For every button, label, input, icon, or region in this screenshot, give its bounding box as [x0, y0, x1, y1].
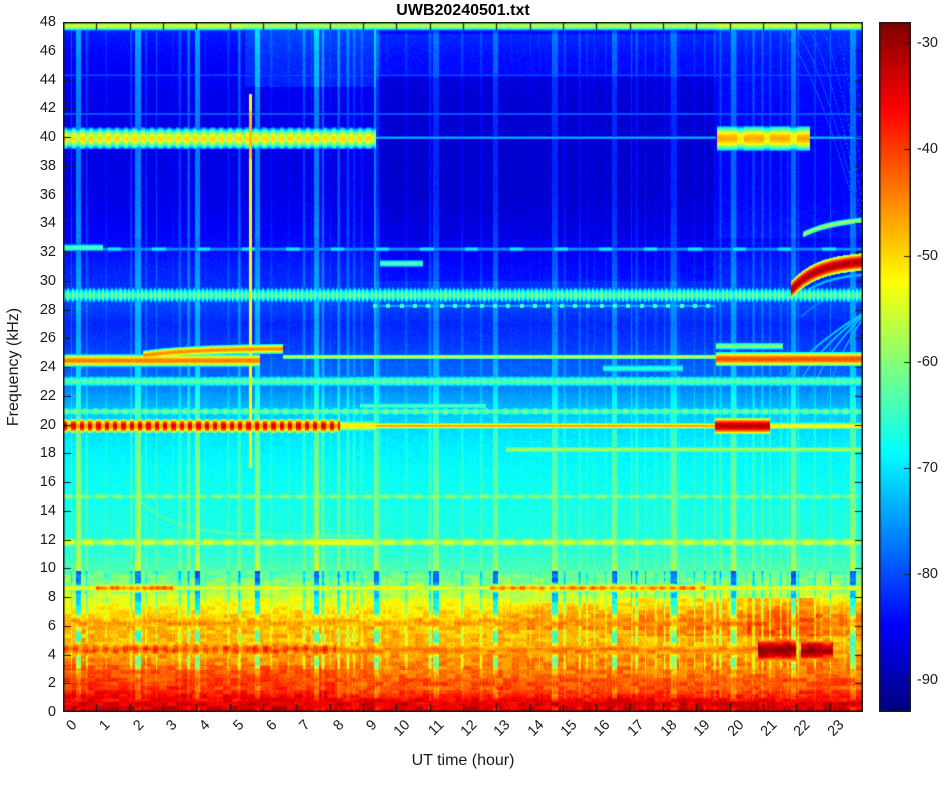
spectrogram-plot-area — [63, 22, 863, 712]
colorbar-tick-label: -70 — [917, 459, 938, 476]
y-tick-label: 22 — [39, 387, 56, 404]
x-tick-label: 10 — [390, 717, 414, 740]
y-tick-label: 24 — [39, 359, 56, 375]
y-tick-label: 46 — [39, 42, 56, 59]
colorbar — [879, 22, 911, 712]
x-tick-label: 12 — [457, 717, 481, 740]
y-tick-label: 20 — [39, 416, 56, 433]
x-tick-label: 13 — [490, 717, 514, 740]
x-tick-label: 7 — [296, 717, 314, 735]
y-axis-label: Frequency (kHz) — [5, 307, 22, 427]
x-tick-label: 1 — [96, 717, 114, 735]
colorbar-tick-label: -30 — [917, 35, 938, 52]
y-tick-label: 48 — [39, 14, 56, 30]
y-tick-label: 26 — [39, 330, 56, 347]
x-tick-label: 19 — [690, 717, 714, 740]
x-tick-label: 23 — [824, 717, 847, 740]
colorbar-tick-label: -40 — [917, 141, 938, 158]
colorbar-tick-label: -60 — [917, 353, 938, 370]
y-tick-label: 10 — [39, 560, 56, 577]
chart-title: UWB20240501.txt — [396, 2, 530, 19]
y-tick-label: 4 — [47, 646, 56, 663]
x-tick-label: 15 — [557, 717, 581, 740]
colorbar-tick-label: -80 — [917, 566, 938, 582]
x-tick-label: 11 — [425, 717, 447, 739]
colorbar-tick-label: -50 — [917, 247, 938, 264]
y-tick-label: 42 — [39, 100, 56, 117]
x-tick-label: 9 — [363, 717, 381, 735]
y-tick-label: 38 — [39, 157, 56, 174]
y-tick-label: 12 — [39, 531, 56, 548]
y-tick-label: 18 — [39, 445, 56, 462]
x-tick-label: 0 — [63, 717, 81, 735]
colorbar-tick-label: -90 — [917, 672, 938, 689]
x-tick-label: 20 — [724, 717, 747, 740]
x-axis-label: UT time (hour) — [411, 752, 515, 769]
y-tick-label: 16 — [39, 474, 56, 490]
x-tick-label: 18 — [657, 717, 681, 740]
x-tick-label: 6 — [263, 717, 281, 735]
y-tick-label: 8 — [47, 589, 56, 605]
y-tick-label: 0 — [47, 704, 56, 720]
y-tick-label: 34 — [39, 215, 56, 232]
x-tick-label: 14 — [524, 717, 547, 740]
y-tick-label: 36 — [39, 186, 56, 203]
x-tick-label: 22 — [790, 717, 814, 740]
x-tick-label: 4 — [196, 717, 214, 735]
x-tick-label: 21 — [757, 717, 781, 740]
y-tick-label: 40 — [39, 129, 56, 145]
y-tick-label: 32 — [39, 244, 56, 260]
y-tick-label: 28 — [39, 301, 56, 318]
x-tick-label: 8 — [329, 717, 347, 735]
x-tick-label: 3 — [163, 717, 181, 735]
x-tick-label: 17 — [624, 717, 647, 740]
x-tick-label: 2 — [129, 717, 147, 735]
y-tick-label: 30 — [39, 272, 56, 289]
y-tick-label: 2 — [47, 675, 56, 692]
y-tick-label: 44 — [39, 71, 56, 88]
x-tick-label: 16 — [590, 717, 614, 740]
y-tick-label: 6 — [47, 617, 56, 634]
y-tick-label: 14 — [39, 502, 56, 519]
x-tick-label: 5 — [229, 717, 247, 735]
